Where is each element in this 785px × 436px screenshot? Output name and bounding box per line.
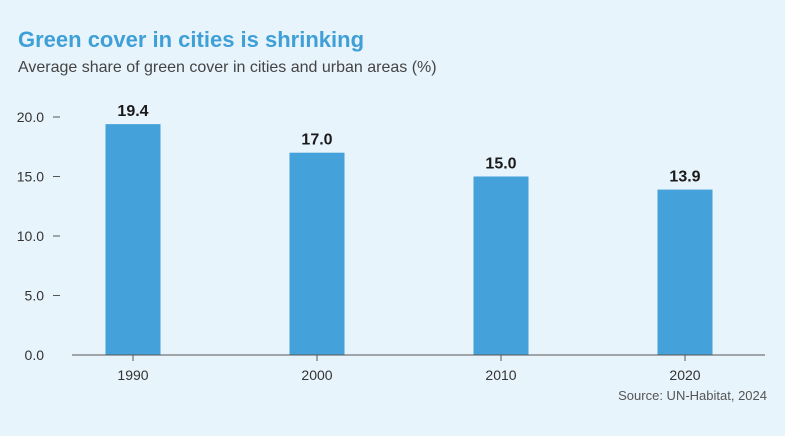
bar-2000 <box>289 152 345 355</box>
source-note: Source: UN-Habitat, 2024 <box>618 388 767 403</box>
bar-1990 <box>105 124 161 355</box>
y-tick-label: 20.0 <box>17 109 44 125</box>
x-tick-label: 2010 <box>485 367 516 383</box>
y-tick-label: 0.0 <box>25 347 45 363</box>
y-tick-label: 15.0 <box>17 169 44 185</box>
value-labels-group: 19.4 17.0 15.0 13.9 <box>117 103 700 185</box>
value-label-2020: 13.9 <box>669 169 700 186</box>
x-tick-label: 2020 <box>669 367 700 383</box>
x-tick-label: 1990 <box>117 367 148 383</box>
bar-2020 <box>657 189 713 355</box>
bar-2010 <box>473 176 529 355</box>
y-axis: 0.0 5.0 10.0 15.0 20.0 <box>17 109 60 363</box>
x-tick-label: 2000 <box>301 367 332 383</box>
chart-title: Green cover in cities is shrinking <box>18 27 365 52</box>
chart-subtitle: Average share of green cover in cities a… <box>18 59 437 76</box>
value-label-2000: 17.0 <box>301 132 332 149</box>
value-label-1990: 19.4 <box>117 103 148 120</box>
x-axis: 1990 2000 2010 2020 <box>72 354 765 383</box>
value-label-2010: 15.0 <box>485 156 516 173</box>
bars-group <box>105 124 713 355</box>
y-tick-label: 5.0 <box>25 288 45 304</box>
y-tick-label: 10.0 <box>17 228 44 244</box>
